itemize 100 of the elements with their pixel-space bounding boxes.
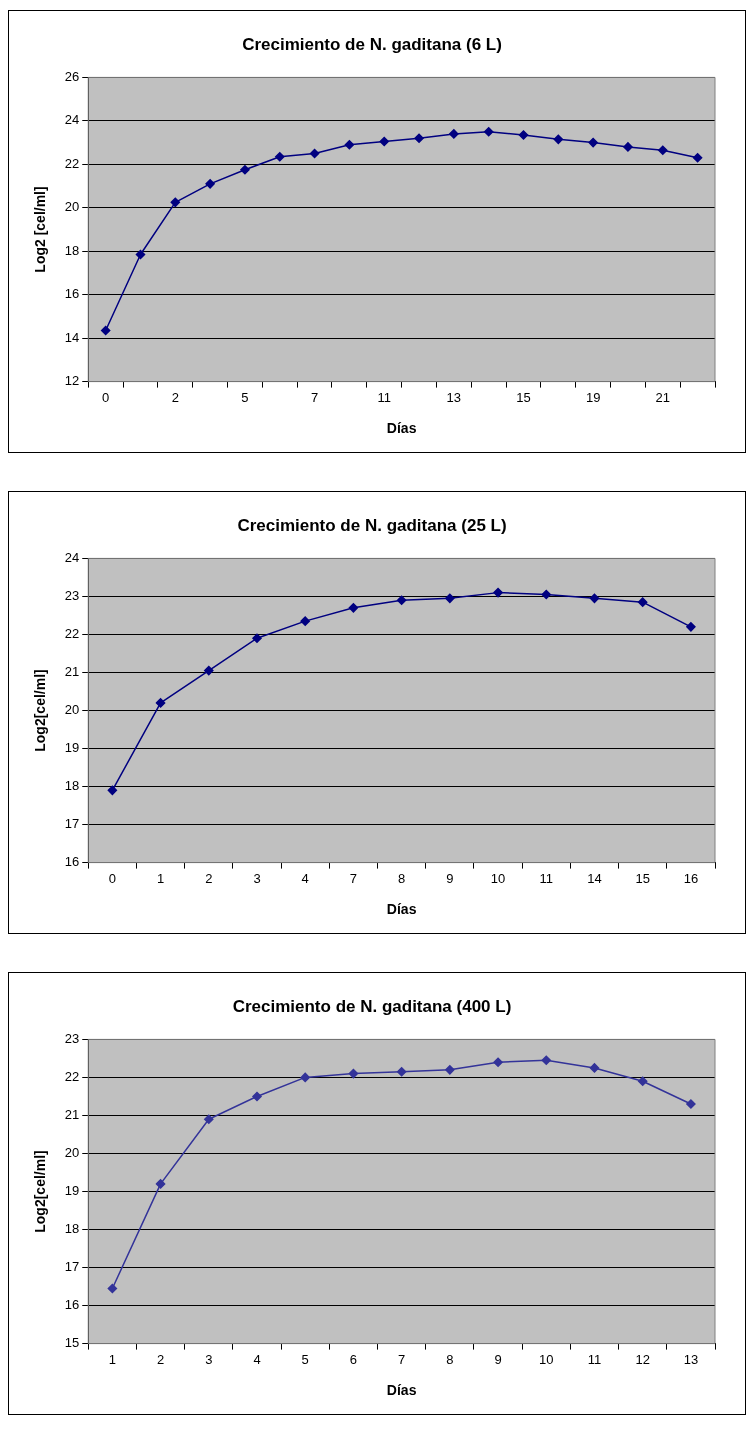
x-axis-title: Días — [386, 901, 417, 918]
y-tick-label: 21 — [64, 1107, 80, 1123]
point — [100, 325, 111, 336]
x-tick-label: 3 — [253, 870, 261, 886]
point — [252, 633, 262, 643]
y-tick-label: 18 — [64, 1221, 80, 1237]
x-tick-label: 11 — [539, 870, 554, 886]
point — [541, 1055, 552, 1066]
y-tick-label: 18 — [64, 242, 80, 258]
x-tick-label: 3 — [205, 1351, 213, 1367]
point — [348, 1068, 359, 1079]
x-tick-label: 4 — [253, 1351, 261, 1367]
y-tick-label: 16 — [64, 286, 80, 302]
point — [493, 587, 503, 598]
point — [589, 593, 600, 604]
point — [588, 137, 598, 148]
y-axis-title: Log2 [cel/ml] — [32, 186, 49, 273]
point — [658, 145, 668, 155]
point — [275, 151, 285, 162]
x-tick-label: 7 — [398, 1351, 406, 1367]
point — [553, 134, 564, 145]
point — [205, 179, 215, 189]
x-tick-label: 1 — [108, 1351, 116, 1367]
point — [240, 165, 250, 175]
x-tick-label: 0 — [108, 870, 116, 886]
point — [396, 595, 407, 605]
point — [541, 589, 552, 600]
point — [170, 197, 181, 208]
y-tick-label: 20 — [64, 1145, 80, 1161]
x-tick-label: 15 — [635, 870, 650, 886]
point — [686, 1099, 696, 1109]
point — [686, 622, 696, 632]
y-tick-label: 24 — [64, 112, 80, 128]
point — [623, 142, 633, 152]
point — [300, 1072, 310, 1083]
x-tick-label: 15 — [516, 389, 531, 405]
y-tick-label: 19 — [64, 1183, 80, 1199]
point — [483, 126, 494, 137]
x-tick-label: 16 — [683, 870, 699, 886]
chart-title: Crecimiento de N. gaditana (400 L) — [232, 996, 512, 1016]
x-tick-label: 14 — [587, 870, 602, 886]
point — [252, 1091, 262, 1102]
chart-title: Crecimiento de N. gaditana (25 L) — [237, 515, 507, 535]
x-tick-label: 11 — [587, 1351, 602, 1367]
y-tick-label: 22 — [64, 626, 80, 642]
y-tick-label: 16 — [64, 854, 80, 870]
point — [135, 249, 146, 260]
x-tick-label: 5 — [301, 1351, 309, 1367]
point — [692, 153, 703, 163]
x-axis-title: Días — [386, 1382, 417, 1399]
y-tick-label: 14 — [64, 329, 80, 345]
x-tick-label: 2 — [205, 870, 213, 886]
x-tick-label: 11 — [377, 389, 391, 405]
point — [348, 603, 359, 613]
x-tick-label: 10 — [539, 1351, 554, 1367]
y-tick-label: 17 — [64, 816, 80, 832]
y-tick-label: 26 — [64, 68, 80, 84]
y-tick-label: 16 — [64, 1297, 80, 1313]
x-tick-label: 13 — [683, 1351, 699, 1367]
x-tick-label: 9 — [446, 870, 454, 886]
point — [637, 1076, 648, 1086]
y-tick-label: 23 — [64, 588, 80, 603]
point — [589, 1063, 600, 1073]
x-tick-label: 8 — [398, 870, 406, 886]
point — [107, 785, 118, 796]
y-tick-label: 24 — [64, 549, 80, 565]
chart-title: Crecimiento de N. gaditana (6 L) — [242, 34, 502, 54]
point — [379, 136, 389, 147]
x-tick-label: 2 — [171, 389, 179, 405]
point — [637, 597, 648, 607]
x-tick-label: 2 — [156, 1351, 165, 1367]
point — [204, 665, 214, 676]
point — [204, 1114, 214, 1124]
x-tick-label: 9 — [494, 1351, 502, 1367]
x-tick-label: 7 — [349, 870, 358, 886]
y-tick-label: 17 — [64, 1259, 80, 1275]
y-tick-label: 22 — [64, 155, 80, 171]
point — [300, 616, 310, 626]
x-tick-label: 8 — [446, 1351, 454, 1367]
point — [445, 1065, 455, 1075]
point — [518, 130, 529, 140]
x-tick-label: 6 — [349, 1351, 358, 1367]
point — [449, 129, 459, 139]
y-tick-label: 20 — [64, 702, 80, 718]
x-tick-label: 1 — [156, 870, 165, 886]
y-tick-label: 12 — [64, 373, 80, 389]
point — [414, 133, 424, 143]
x-tick-label: 7 — [310, 389, 319, 405]
point — [493, 1057, 503, 1067]
y-tick-label: 22 — [64, 1069, 80, 1084]
x-tick-label: 21 — [655, 389, 671, 405]
x-tick-label: 19 — [585, 389, 601, 405]
point — [309, 148, 320, 159]
x-axis-title: Días — [386, 420, 417, 437]
point — [155, 698, 166, 708]
y-tick-label: 19 — [64, 740, 80, 756]
x-tick-label: 4 — [301, 870, 309, 886]
y-tick-label: 20 — [64, 199, 80, 215]
y-tick-label: 18 — [64, 778, 80, 794]
point — [445, 593, 455, 604]
